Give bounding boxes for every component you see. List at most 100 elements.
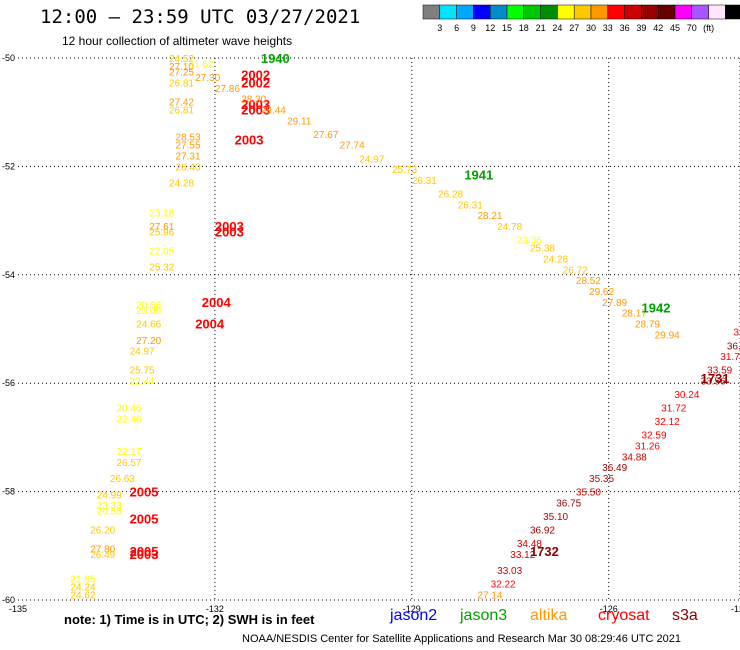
swh-point-label: 31.21 [733, 328, 740, 339]
scale-label: 36 [620, 23, 630, 33]
swh-point-label: 22.46 [116, 414, 141, 425]
swh-point-label: 27.89 [602, 298, 627, 309]
swh-point-label: 29.94 [655, 330, 680, 341]
swh-point-label: 20.46 [116, 404, 141, 415]
swh-point-label: 24.97 [359, 154, 384, 165]
time-label: 2003 [215, 224, 244, 239]
swh-point-label: 24.99 [97, 490, 122, 501]
scale-swatch [657, 4, 676, 20]
scale-swatch [489, 4, 508, 20]
swh-point-label: 26.81 [169, 105, 194, 116]
y-tick-label: -52 [2, 161, 15, 171]
scale-swatch [523, 4, 541, 20]
swh-point-label: 35.50 [576, 488, 601, 499]
scale-swatch [691, 4, 709, 20]
time-label: 2004 [195, 317, 225, 332]
swh-point-label: 31.26 [635, 442, 660, 453]
swh-point-label: 23.00 [136, 306, 161, 317]
scale-label: 45 [670, 23, 680, 33]
scale-label: 70 [687, 23, 697, 33]
swh-point-label: 28.30 [241, 95, 266, 106]
scale-swatch [725, 4, 740, 20]
swh-point-label: 34.88 [622, 452, 647, 463]
swh-point-label: 31.72 [661, 404, 686, 415]
swh-point-label: 26.31 [458, 200, 483, 211]
swh-point-label: 24.62 [71, 591, 96, 602]
swh-point-label: 34.48 [517, 539, 542, 550]
swh-point-label: 26.81 [169, 78, 194, 89]
swh-point-label: 26.57 [116, 458, 141, 469]
x-tick-label: -124 [731, 604, 740, 614]
scale-swatch [708, 4, 726, 20]
swh-point-label: 27.30 [195, 73, 220, 84]
swh-point-label: 26.31 [412, 176, 437, 187]
swh-color-scale: 3 6 9 12 15 18 21 24 27 30 33 36 39 42 45 70 (ft) [422, 4, 740, 33]
swh-point-label: 23.36 [517, 236, 542, 247]
scale-label: 6 [454, 23, 459, 33]
swh-point-label: 26.72 [563, 265, 588, 276]
x-tick-label: -135 [9, 604, 27, 614]
swh-point-label: 33.03 [497, 566, 522, 577]
satellite-altika: altika [530, 607, 568, 624]
time-label: 2003 [241, 97, 270, 112]
scale-label: 42 [653, 23, 663, 33]
swh-point-label: 26.49 [90, 550, 115, 561]
swh-point-label: 33.12 [510, 550, 535, 561]
swh-point-label: 24.66 [136, 320, 161, 331]
swh-point-label: 36.75 [556, 498, 581, 509]
time-label: 2003 [130, 547, 159, 562]
swh-point-label: 25.96 [149, 227, 174, 238]
swh-point-label: 27.42 [169, 97, 194, 108]
scale-label: 3 [437, 23, 442, 33]
swh-point-label: 24.26 [543, 255, 568, 266]
swh-point-label: 28.53 [176, 133, 201, 144]
page-subtitle: 12 hour collection of altimeter wave hei… [62, 34, 293, 48]
plot-area: -50-52-54-56-58-60-135-132-129-126-123-1… [2, 51, 740, 614]
x-tick-label: -126 [600, 604, 618, 614]
swh-point-label: 26.40 [176, 162, 201, 173]
y-tick-label: -56 [2, 378, 15, 388]
swh-point-label: 27.31 [176, 152, 201, 163]
swh-point-label: 28.17 [622, 309, 647, 320]
swh-point-label: 29.11 [287, 116, 312, 127]
swh-point-label: 27.86 [215, 84, 240, 95]
scale-swatch [641, 4, 659, 20]
swh-point-label: 36.53 [727, 341, 740, 352]
footer-note: note: 1) Time is in UTC; 2) SWH is in fe… [64, 612, 315, 627]
swh-point-label: 21.85 [71, 574, 96, 585]
scale-label: 15 [502, 23, 512, 33]
swh-point-label: 35.35 [589, 474, 614, 485]
scale-swatch [473, 4, 491, 20]
swh-point-label: 27.61 [149, 222, 174, 233]
time-label: 2002 [241, 75, 270, 90]
page-title: 12:00 – 23:59 UTC 03/27/2021 [40, 6, 361, 28]
swh-point-label: 27.14 [477, 591, 502, 602]
swh-point-label: 33.59 [707, 366, 732, 377]
swh-point-label: 27.25 [169, 68, 194, 79]
scale-swatch [607, 4, 625, 20]
scale-swatch [422, 4, 441, 20]
y-tick-label: -58 [2, 487, 15, 497]
time-label: 1731 [701, 371, 730, 386]
time-label: 1940 [261, 51, 290, 66]
swh-point-label: 24.97 [130, 347, 155, 358]
scale-swatch [557, 4, 575, 20]
swh-point-label: 28.52 [576, 276, 601, 287]
footer-credit: NOAA/NESDIS Center for Satellite Applica… [242, 633, 682, 645]
satellite-jason2: jason2 [390, 607, 438, 624]
scale-swatch [674, 4, 693, 20]
y-tick-label: -60 [2, 595, 15, 605]
swh-point-label: 27.80 [90, 545, 115, 556]
scale-label: 9 [471, 23, 476, 33]
scale-label: 12 [485, 23, 495, 33]
time-label: 1941 [464, 168, 493, 183]
swh-point-label: 26.28 [438, 190, 463, 201]
swh-point-label: 25.73 [392, 165, 417, 176]
scale-label: 24 [552, 23, 562, 33]
time-label: 2003 [215, 219, 244, 234]
swh-point-label: 32.22 [491, 580, 516, 591]
swh-point-label: 27.55 [176, 141, 201, 152]
scale-swatch [624, 4, 642, 20]
swh-point-label: 30.24 [674, 390, 699, 401]
